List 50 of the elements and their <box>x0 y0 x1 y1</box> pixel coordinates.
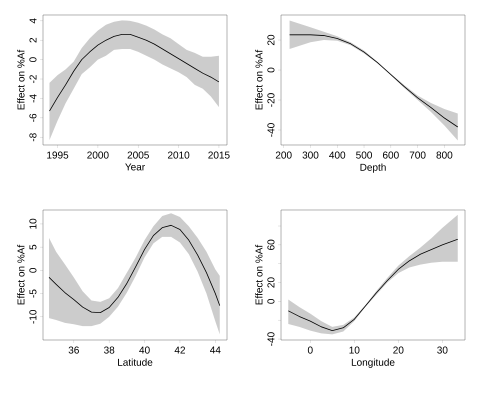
y-tick-label: 0 <box>267 68 274 72</box>
x-tick-label: 2010 <box>168 152 190 159</box>
y-tick-label: -40 <box>267 332 274 346</box>
x-tick-label: 40 <box>139 346 150 354</box>
x-tick-label: 1995 <box>47 152 68 159</box>
y-axis-title: Effect on %Af <box>255 244 263 304</box>
y-tick-label: -40 <box>267 123 274 137</box>
x-tick-label: 800 <box>436 152 452 159</box>
x-tick-label: 42 <box>174 346 186 354</box>
x-tick-label: 0 <box>308 346 313 354</box>
y-tick-label: -4 <box>30 94 36 102</box>
x-tick-label: 500 <box>356 152 372 159</box>
y-tick-label: 2 <box>29 38 36 42</box>
y-tick-label: 0 <box>267 298 274 304</box>
x-tick-label: 2015 <box>208 152 230 159</box>
y-tick-label: 0 <box>29 268 36 273</box>
x-tick-label: 300 <box>302 152 318 159</box>
x-tick-label: 30 <box>437 346 448 354</box>
y-tick-label: -2 <box>29 75 36 84</box>
y-tick-label: 4 <box>30 18 36 24</box>
x-axis-title: Depth <box>360 163 386 173</box>
line-series <box>48 224 220 314</box>
x-tick-label: 600 <box>382 152 399 159</box>
x-tick-label: 44 <box>210 346 221 354</box>
y-tick-label: 20 <box>267 34 274 46</box>
y-tick-label: -8 <box>29 133 36 142</box>
x-axis-title: Year <box>125 163 145 170</box>
y-tick-label: -10 <box>29 310 36 324</box>
x-tick-label: 10 <box>350 346 360 354</box>
x-tick-label: 20 <box>393 346 404 354</box>
x-tick-label: 200 <box>276 152 292 159</box>
x-tick-label: 38 <box>104 346 114 354</box>
x-axis-title: Longitude <box>352 358 395 368</box>
x-tick-label: 2000 <box>87 152 109 159</box>
y-tick-label: -20 <box>267 93 274 107</box>
y-tick-label: -5 <box>30 290 36 298</box>
y-tick-label: 5 <box>30 244 36 250</box>
y-tick-label: 10 <box>29 218 36 229</box>
x-tick-label: 700 <box>410 152 426 159</box>
x-tick-label: 400 <box>329 152 346 159</box>
y-axis-title: Effect on %Af <box>17 50 25 110</box>
y-tick-label: 20 <box>267 277 274 288</box>
y-tick-label: 0 <box>29 57 36 62</box>
y-tick-label: -6 <box>29 114 36 122</box>
x-axis-title: Latitude <box>118 358 152 366</box>
x-tick-label: 36 <box>68 346 79 354</box>
y-tick-label: 60 <box>267 240 274 250</box>
x-tick-label: 2005 <box>128 152 149 159</box>
y-axis-title: Effect on %Af <box>17 244 25 304</box>
y-axis-title: Effect on %Af <box>255 50 263 110</box>
